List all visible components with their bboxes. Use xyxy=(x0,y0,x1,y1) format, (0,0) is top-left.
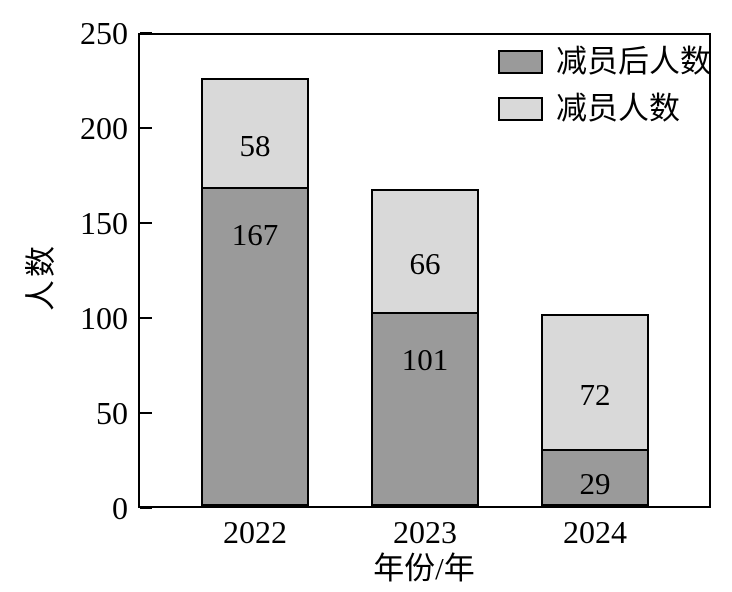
y-axis-tick xyxy=(140,507,152,509)
bar-value-label-reduced: 66 xyxy=(409,245,441,281)
y-axis-tick xyxy=(140,222,152,224)
bar-segment-after-reduction xyxy=(373,312,477,504)
legend-row: 减员人数 xyxy=(498,92,711,126)
plot-area: 58 167 66 101 72 29 xyxy=(138,32,711,509)
legend-label: 减员人数 xyxy=(556,91,680,126)
legend-swatch-icon xyxy=(498,50,543,74)
y-tick-label: 150 xyxy=(80,205,128,241)
y-tick-label: 250 xyxy=(80,15,128,51)
bar-value-label-reduced: 72 xyxy=(579,376,611,412)
bar-2024: 72 29 xyxy=(541,314,649,506)
y-axis-tick xyxy=(140,127,152,129)
bar-segment-after-reduction xyxy=(543,449,647,504)
x-tick-label: 2022 xyxy=(223,514,287,550)
bar-2022: 58 167 xyxy=(201,78,309,506)
bar-value-label-after-reduction: 101 xyxy=(401,342,449,377)
y-axis-tick xyxy=(140,317,152,319)
bar-segment-after-reduction xyxy=(203,187,307,504)
y-axis-tick xyxy=(140,32,152,34)
legend: 减员后人数 减员人数 xyxy=(498,45,711,126)
legend-row: 减员后人数 xyxy=(498,45,711,79)
bar-value-label-reduced: 58 xyxy=(239,127,271,163)
y-tick-label: 200 xyxy=(80,110,128,146)
y-tick-label: 100 xyxy=(80,300,128,336)
legend-swatch-icon xyxy=(498,97,543,121)
bar-value-label-after-reduction: 167 xyxy=(231,217,279,252)
legend-label: 减员后人数 xyxy=(556,44,711,79)
y-axis-tick xyxy=(140,412,152,414)
bar-2023: 66 101 xyxy=(371,189,479,506)
x-tick-label: 2024 xyxy=(563,514,627,550)
x-tick-label: 2023 xyxy=(393,514,457,550)
x-axis-title: 年份/年 xyxy=(373,551,475,586)
y-tick-label: 50 xyxy=(96,395,128,431)
bar-value-label-after-reduction: 29 xyxy=(579,465,611,501)
y-tick-label: 0 xyxy=(112,490,128,526)
